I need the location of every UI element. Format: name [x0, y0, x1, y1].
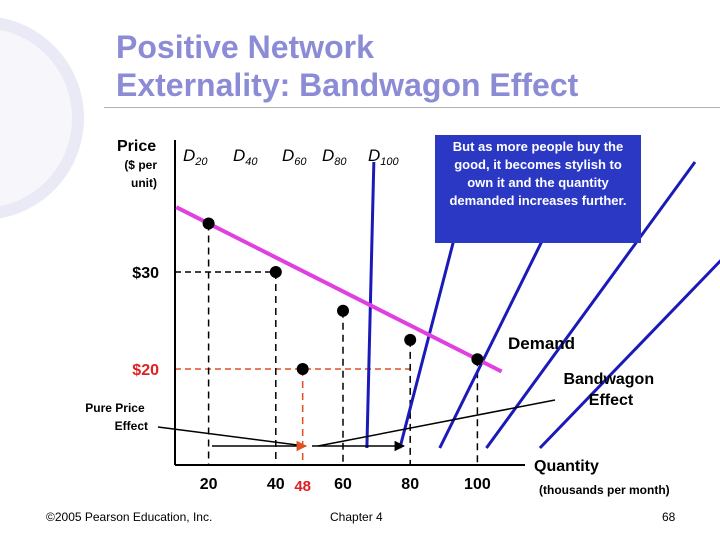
decorative-circle-inner	[0, 29, 72, 207]
x-tick-label-40: 40	[267, 476, 285, 493]
x-tick-label-60: 60	[334, 476, 352, 493]
demand-point-60	[337, 304, 349, 317]
x-tick-label-48: 48	[294, 478, 311, 495]
price-label-20: $20	[132, 362, 159, 379]
price-label-30: $30	[132, 265, 159, 282]
title-line-1: Positive Network	[116, 29, 374, 65]
market-demand-curve	[175, 205, 503, 374]
demand-curve-label-100: D100	[368, 146, 400, 168]
price-effect-point	[296, 363, 309, 375]
title-rule	[104, 107, 720, 108]
footer-copyright: ©2005 Pearson Education, Inc.	[46, 510, 213, 524]
title-line-2: Externality: Bandwagon Effect	[116, 67, 579, 103]
x-tick-label-80: 80	[401, 476, 419, 493]
y-axis-label: Price	[117, 138, 156, 155]
y-axis-unit-line1: ($ per	[124, 158, 157, 172]
pure-price-effect-leader	[157, 426, 306, 447]
footer-page-number: 68	[662, 510, 676, 524]
demand-curve-label-40: D40	[233, 146, 258, 168]
x-axis-unit: (thousands per month)	[539, 483, 670, 497]
x-axis-label: Quantity	[534, 458, 599, 475]
demand-point-100	[471, 353, 484, 366]
demand-point-20	[202, 217, 215, 230]
explanation-callout: But as more people buy the good, it beco…	[435, 135, 641, 243]
demand-curve-80	[485, 161, 697, 449]
demand-point-80	[404, 333, 417, 346]
pure-price-effect-label: Pure Price Effect	[85, 401, 148, 433]
demand-curve-label-80: D80	[322, 146, 347, 168]
footer-chapter: Chapter 4	[330, 510, 383, 524]
demand-curve-label-20: D20	[183, 146, 208, 168]
demand-curve-100	[538, 259, 720, 450]
slide-title: Positive Network Externality: Bandwagon …	[116, 28, 716, 104]
y-axis-unit-line2: unit)	[131, 176, 157, 190]
market-demand-label: Demand	[508, 334, 575, 353]
demand-curve-label-60: D60	[282, 146, 307, 168]
bandwagon-effect-leader	[317, 399, 556, 447]
demand-point-40	[269, 266, 282, 278]
x-tick-label-100: 100	[464, 476, 491, 493]
x-tick-label-20: 20	[200, 476, 218, 493]
bandwagon-effect-label: Bandwagon Effect	[563, 371, 658, 409]
